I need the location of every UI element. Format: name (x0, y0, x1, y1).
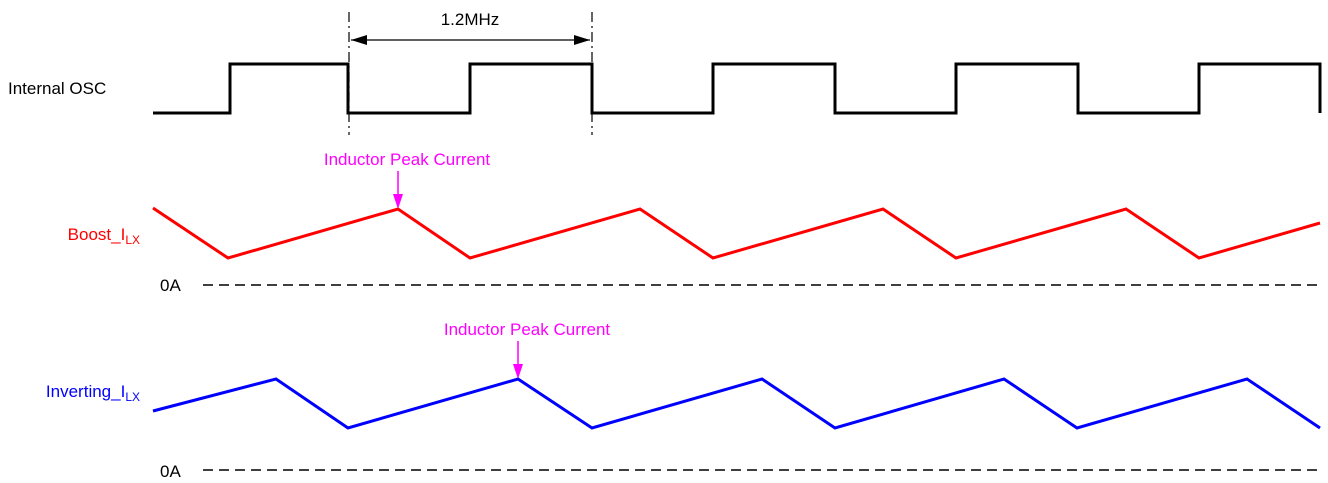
boost-peak-arrowhead (393, 194, 403, 209)
osc-waveform (153, 64, 1320, 113)
arrowhead-left (351, 35, 367, 45)
inverting-peak-arrowhead (513, 364, 523, 379)
boost-label: Boost_ILX (68, 225, 140, 247)
osc-label: Internal OSC (8, 79, 106, 98)
arrowhead-right (574, 35, 590, 45)
boost-peak-label: Inductor Peak Current (324, 150, 491, 169)
boost-zero-label: 0A (160, 276, 181, 295)
inverting-peak-label: Inductor Peak Current (444, 320, 611, 339)
inverting-waveform (153, 379, 1320, 428)
inverting-zero-label: 0A (160, 462, 181, 481)
frequency-label: 1.2MHz (441, 10, 500, 29)
boost-waveform (153, 208, 1320, 258)
inverting-label: Inverting_ILX (46, 382, 140, 404)
